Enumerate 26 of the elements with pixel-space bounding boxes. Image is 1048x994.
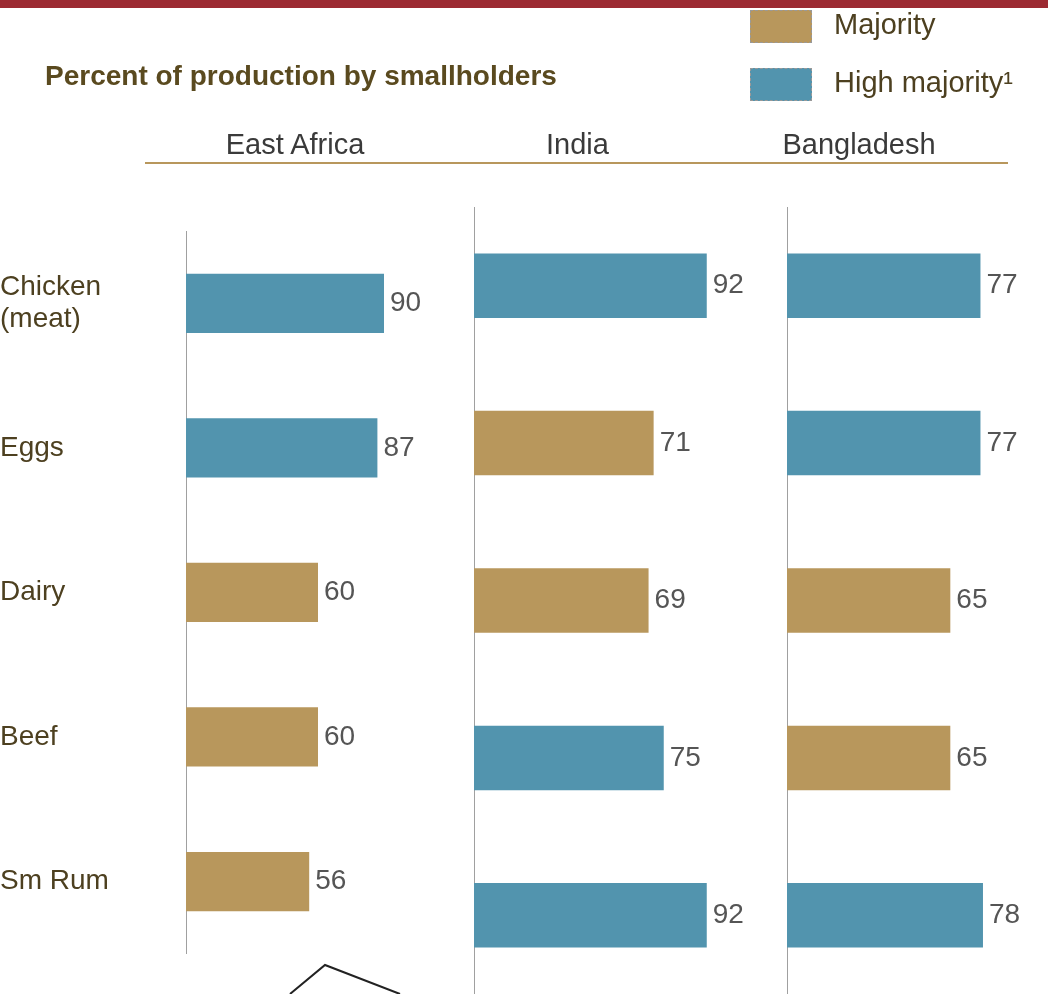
data-label: 60 [324,575,356,607]
chart-title: Percent of production by smallholders [45,60,557,92]
data-label: 77 [986,425,1018,457]
data-label: 92 [712,268,744,300]
data-label: 87 [383,430,415,462]
legend-label: Majority [833,8,937,42]
data-label: 77 [986,268,1018,300]
chart-subtitle: Bangladesh [710,126,1008,164]
data-label: 69 [654,583,686,615]
data-label: 65 [956,583,988,615]
data-label: 75 [669,740,701,772]
y-tick-label: Beef [0,719,58,751]
data-label: 56 [315,864,347,896]
data-label: 92 [712,898,744,930]
data-label: 60 [324,719,356,751]
data-label: 71 [659,425,691,457]
y-tick-label: Sm Rum [0,864,109,896]
legend-label: High majority¹ [833,66,1014,100]
chart-subtitle: East Africa [145,126,445,164]
y-tick-label: Eggs [0,430,64,462]
y-tick-label: Chicken (meat) [0,269,102,334]
data-label: 90 [390,286,422,318]
chart-subtitle: India [445,126,710,164]
data-label: 65 [956,740,988,772]
y-tick-label: Dairy [0,575,66,607]
data-label: 78 [988,898,1021,930]
